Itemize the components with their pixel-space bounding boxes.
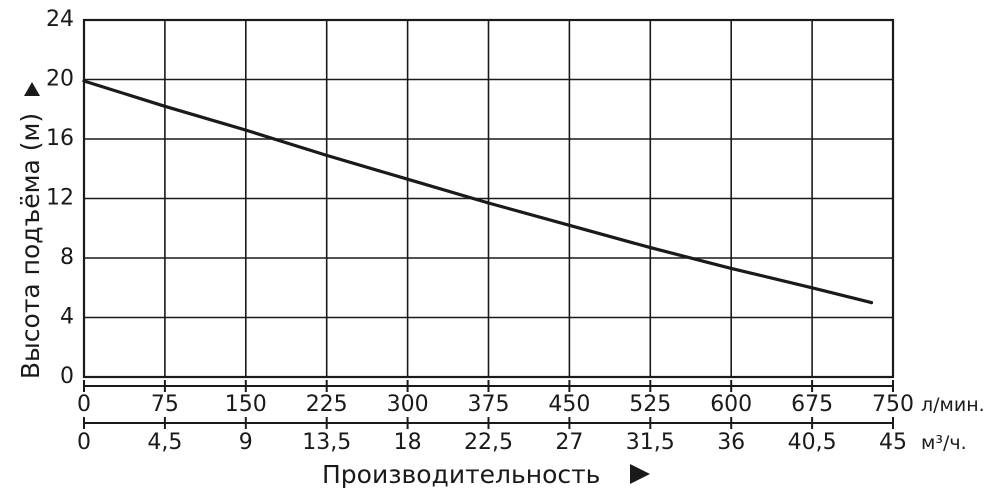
y-tick-labels: 0 4 8 12 16 20 24 <box>46 7 74 389</box>
x-axes: 0 75 150 225 300 375 450 525 600 675 750 л/мин. 0 4,5… <box>77 380 985 455</box>
x-tick-label: 750 <box>872 392 914 417</box>
y-tick-label: 24 <box>46 7 74 32</box>
series-point <box>648 245 652 250</box>
x-tick-label: 4,5 <box>147 430 182 455</box>
x-tick-label: 300 <box>387 392 429 417</box>
y-tick-label: 20 <box>46 67 74 92</box>
y-axis-arrow-icon <box>24 82 40 96</box>
x-axis-arrow-icon <box>630 464 650 484</box>
x-tick-label: 9 <box>239 430 253 455</box>
series-point <box>163 104 167 108</box>
x-tick-label: 375 <box>468 392 510 417</box>
y-tick-label: 16 <box>46 126 74 151</box>
x-axis-unit-label: л/мин. <box>921 394 985 416</box>
x-tick-label: 27 <box>555 430 583 455</box>
y-axis-title: Высота подъёма (м) <box>16 113 45 379</box>
x-tick-label: 36 <box>717 430 745 455</box>
x-tick-label: 525 <box>629 392 671 417</box>
series-point <box>810 286 814 290</box>
x-axis-title: Производительность <box>322 460 600 489</box>
x-tick-label: 40,5 <box>788 430 837 455</box>
y-tick-label: 8 <box>60 245 74 270</box>
x-tick-label: 75 <box>151 392 179 417</box>
x-axis-title-group: Производительность <box>322 460 650 489</box>
x-tick-label: 13,5 <box>302 430 351 455</box>
y-tick-label: 0 <box>60 364 74 389</box>
x-tick-label: 0 <box>77 430 91 455</box>
series-point <box>869 301 874 305</box>
x-tick-label: 450 <box>548 392 590 417</box>
series-layer <box>82 79 874 305</box>
series-point <box>486 201 491 205</box>
x-tick-label: 675 <box>791 392 833 417</box>
series-point <box>325 153 329 157</box>
y-tick-label: 12 <box>46 186 74 211</box>
x-tick-label: 45 <box>879 430 907 455</box>
x-tick-label: 31,5 <box>626 430 675 455</box>
y-tick-label: 4 <box>60 305 74 330</box>
x-tick-label: 225 <box>306 392 348 417</box>
x-tick-label: 600 <box>710 392 752 417</box>
x-tick-label: 18 <box>394 430 422 455</box>
x-tick-label: 22,5 <box>464 430 513 455</box>
plot-frame <box>82 18 895 379</box>
plot-border <box>82 18 895 379</box>
x-axis-unit-label: м³/ч. <box>921 432 967 454</box>
series-point <box>406 177 410 181</box>
series-point <box>244 128 248 132</box>
series-point <box>567 223 572 227</box>
grid <box>84 20 893 377</box>
series-line <box>82 79 874 305</box>
y-axis-title-group: Высота подъёма (м) <box>16 82 45 379</box>
x-tick-label: 150 <box>225 392 267 417</box>
x-tick-label: 0 <box>77 392 91 417</box>
series-point <box>729 266 733 271</box>
